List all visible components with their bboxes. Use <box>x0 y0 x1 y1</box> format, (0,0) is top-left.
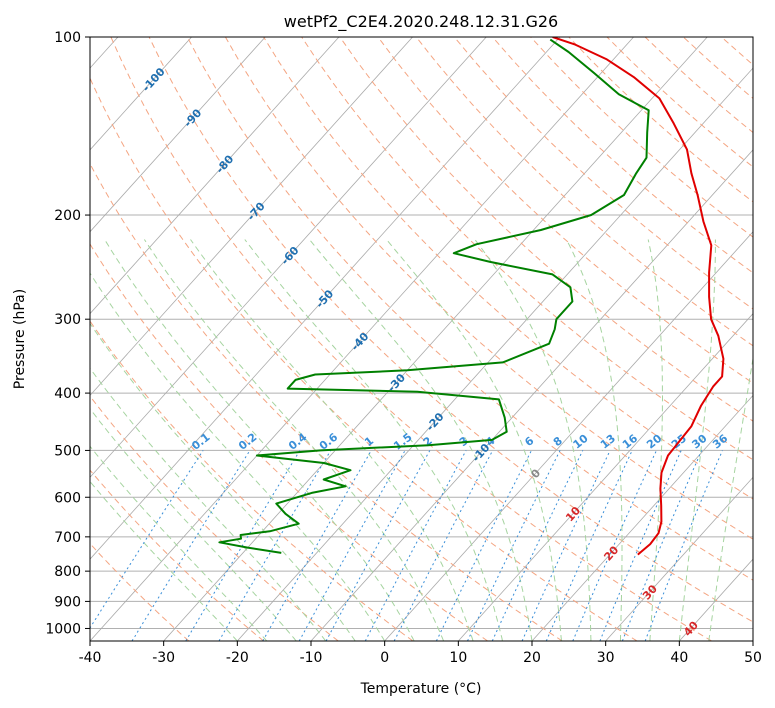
mixing-ratio-line <box>621 450 703 641</box>
isotherm-line <box>90 37 561 560</box>
moist-adiabat-line <box>190 239 474 641</box>
moist-adiabat-line <box>143 239 445 641</box>
x-tick-label: 30 <box>597 650 615 666</box>
y-tick-label: 100 <box>54 30 81 46</box>
isotherm-line <box>90 37 266 233</box>
y-tick-label: 200 <box>54 208 81 224</box>
background-lines <box>90 37 753 641</box>
dry-adiabat-line <box>90 469 264 641</box>
y-axis-label: Pressure (hPa) <box>12 289 28 389</box>
mixing-ratio-line <box>491 450 584 641</box>
x-tick-label: 50 <box>744 650 762 666</box>
y-tick-label: 600 <box>54 490 81 506</box>
x-tick-label: 20 <box>523 650 541 666</box>
profiles <box>218 37 725 556</box>
x-tick-label: -30 <box>152 650 175 666</box>
isotherm-line <box>163 37 708 641</box>
mixing-ratio-line <box>298 450 406 641</box>
x-axis-ticks: -40 -30 -20 -10 0 10 20 30 40 50 <box>79 641 762 666</box>
mixing-ratio-line <box>364 450 467 641</box>
mixing-ratio-line <box>131 450 251 641</box>
mixing-ratio-line <box>467 450 561 641</box>
dry-adiabat-line <box>415 37 753 347</box>
mixing-ratio-line <box>599 450 682 641</box>
mixing-ratio-line <box>521 450 611 641</box>
moist-adiabat-line <box>678 239 716 641</box>
dry-adiabat-line <box>453 37 753 310</box>
mixing-ratio-line <box>325 450 431 641</box>
mixing-ratio-line <box>644 450 723 641</box>
dewpoint-profile-line <box>218 38 650 554</box>
mixing-ratio-line <box>262 450 372 641</box>
chart-title: wetPf2_C2E4.2020.248.12.31.G26 <box>284 12 558 32</box>
isotherm-line <box>90 37 634 641</box>
dry-adiabat-line <box>90 320 414 641</box>
dry-adiabat-line <box>90 395 339 641</box>
moist-adiabat-line <box>90 367 327 641</box>
x-tick-label: 0 <box>380 650 389 666</box>
x-tick-label: -20 <box>226 650 249 666</box>
x-tick-label: 10 <box>449 650 467 666</box>
y-tick-label: 700 <box>54 530 81 546</box>
y-tick-label: 500 <box>54 443 81 459</box>
moist-adiabat-line <box>708 355 753 641</box>
y-axis-ticks: 100 200 300 400 500 600 700 800 900 1000 <box>45 30 90 637</box>
temperature-profile-line <box>552 37 725 556</box>
moist-adiabat-line <box>90 480 238 641</box>
x-tick-label: -10 <box>300 650 323 666</box>
isotherm-line <box>90 37 192 151</box>
dry-adiabat-line <box>90 542 190 641</box>
moist-adiabat-line <box>90 408 297 641</box>
x-tick-label: 40 <box>670 650 688 666</box>
moist-adiabat-line <box>90 322 356 641</box>
dry-adiabat-line <box>148 37 753 623</box>
mixing-ratio-line <box>185 450 301 641</box>
y-tick-label: 800 <box>54 564 81 580</box>
x-tick-label: -40 <box>79 650 102 666</box>
mixing-ratio-line <box>218 450 332 641</box>
isotherm-line <box>90 37 413 397</box>
moist-adiabat-line <box>90 445 268 641</box>
moist-adiabat-line <box>309 239 533 641</box>
y-tick-label: 400 <box>54 386 81 402</box>
isotherm-line <box>384 231 753 641</box>
moist-adiabat-line <box>104 239 415 641</box>
isotherm-line <box>458 312 753 641</box>
mixing-ratio-line <box>545 450 633 641</box>
mixing-ratio-line <box>435 450 532 641</box>
dry-adiabat-line <box>90 243 488 641</box>
x-axis-label: Temperature (°C) <box>360 681 482 697</box>
y-tick-label: 1000 <box>45 621 81 637</box>
isotherm-line <box>237 67 753 641</box>
isotherm-line <box>605 476 753 641</box>
y-tick-label: 300 <box>54 312 81 328</box>
mixing-ratio-line <box>393 450 494 641</box>
mixing-ratio-line <box>572 450 657 641</box>
isotherm-line <box>90 37 487 478</box>
moist-adiabat-line <box>474 239 592 641</box>
plot-frame <box>89 36 754 642</box>
isotherm-line <box>90 37 340 315</box>
isotherm-line <box>531 394 753 641</box>
dry-adiabat-line <box>90 162 563 641</box>
dry-adiabat-line <box>110 37 712 641</box>
isotherm-line <box>310 149 753 641</box>
y-tick-label: 900 <box>54 594 81 610</box>
